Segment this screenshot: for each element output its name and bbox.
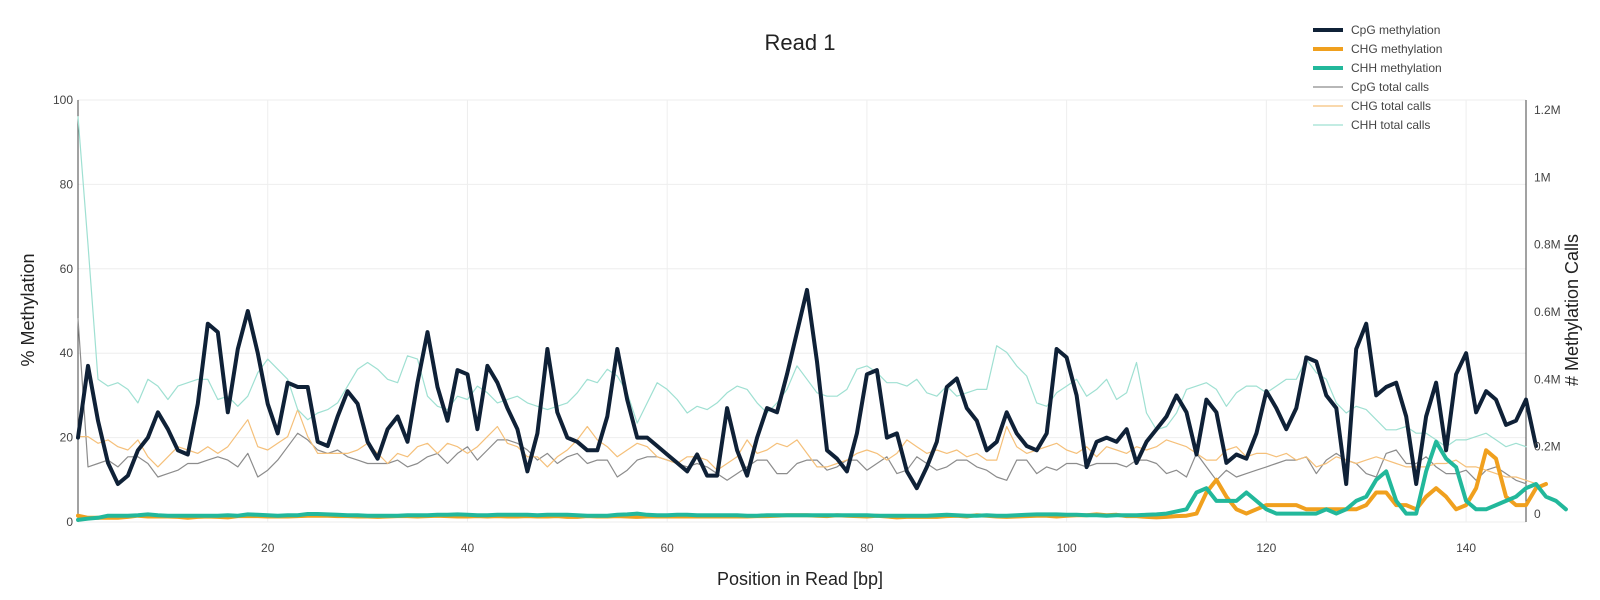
legend-label: CpG total calls [1351,80,1429,94]
chart-title: Read 1 [765,30,836,55]
legend-label: CpG methylation [1351,23,1440,37]
legend-item[interactable]: CHG methylation [1313,42,1442,56]
x-tick-label: 80 [860,541,874,555]
y2-tick-label: 0.2M [1534,440,1561,454]
y-tick-label: 60 [60,262,74,276]
grid [78,99,1526,523]
x-tick-label: 60 [661,541,675,555]
y2-tick-label: 0 [1534,507,1541,521]
series-line-chg-total-calls [77,409,1537,485]
y2-tick-label: 0.6M [1534,305,1561,319]
x-tick-label: 20 [261,541,275,555]
series-line-chh-total-calls [77,116,1527,448]
legend-label: CHG total calls [1351,99,1431,113]
y-tick-label: 100 [53,93,73,107]
y2-tick-label: 1M [1534,170,1551,184]
legend-item[interactable]: CpG methylation [1313,23,1440,37]
series-line-cpg-methylation [76,287,1538,491]
x-tick-label: 100 [1057,541,1077,555]
x-axis-title: Position in Read [bp] [717,569,883,589]
legend-item[interactable]: CpG total calls [1313,80,1429,94]
legend-label: CHH methylation [1351,61,1442,75]
y-tick-label: 40 [60,346,74,360]
y-tick-label: 20 [60,431,74,445]
series-layer [76,116,1568,522]
y2-tick-label: 0.4M [1534,372,1561,386]
y2-tick-label: 0.8M [1534,238,1561,252]
tick-labels: 20 40 60 80 100 120 140 0 20 40 60 80 100 0 0.2M 0.4M 0.… [53,93,1561,555]
legend-item[interactable]: CHH methylation [1313,61,1442,75]
x-tick-label: 40 [461,541,475,555]
series-line-cpg-total-calls [77,318,1527,485]
y-tick-label: 0 [66,515,73,529]
axes [77,100,1527,522]
y-tick-label: 80 [60,177,74,191]
x-tick-label: 140 [1456,541,1476,555]
y2-tick-label: 1.2M [1534,103,1561,117]
legend-label: CHH total calls [1351,118,1430,132]
legend-label: CHG methylation [1351,42,1442,56]
y-axis-title: % Methylation [18,253,38,366]
legend-item[interactable]: CHH total calls [1313,118,1430,132]
series-line-chh-methylation [76,439,1568,522]
y2-axis-title: # Methylation Calls [1562,234,1582,386]
x-tick-label: 120 [1256,541,1276,555]
legend[interactable]: CpG methylation CHG methylation CHH meth… [1313,23,1442,132]
legend-item[interactable]: CHG total calls [1313,99,1431,113]
